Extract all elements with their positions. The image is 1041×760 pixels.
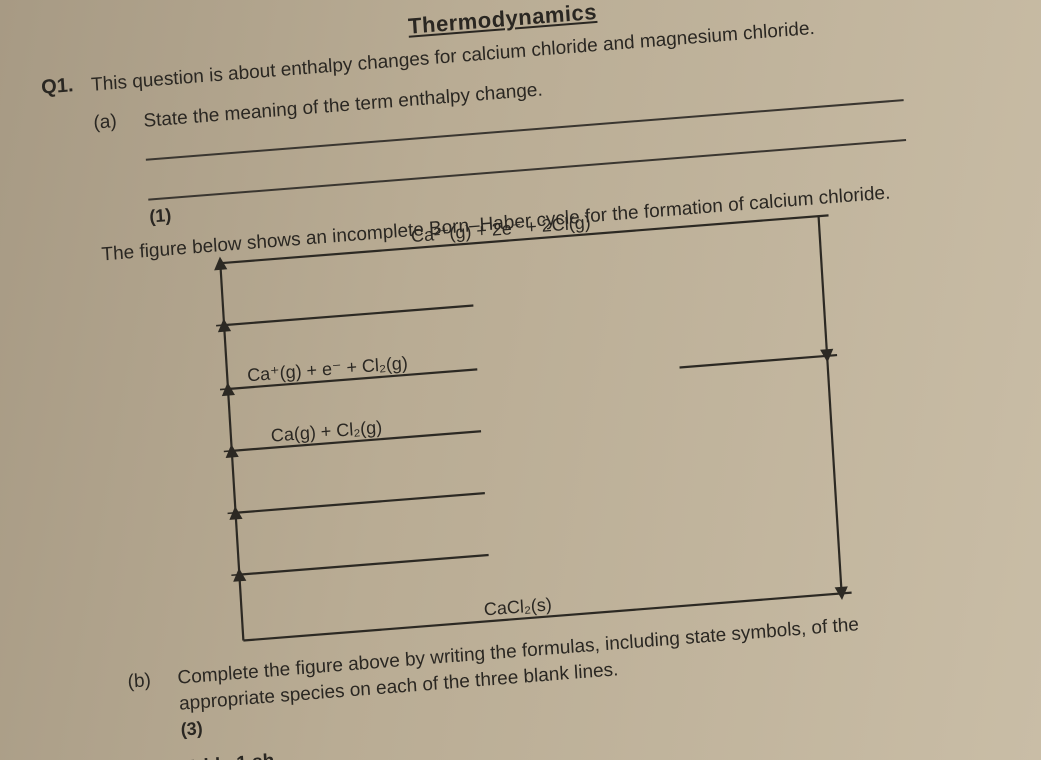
page: Thermodynamics Q1. This question is abou… bbox=[0, 0, 1041, 760]
worksheet-sheet: Thermodynamics Q1. This question is abou… bbox=[0, 0, 1041, 760]
part-b-label: (b) bbox=[127, 670, 152, 694]
part-b-marks: (3) bbox=[180, 718, 203, 741]
